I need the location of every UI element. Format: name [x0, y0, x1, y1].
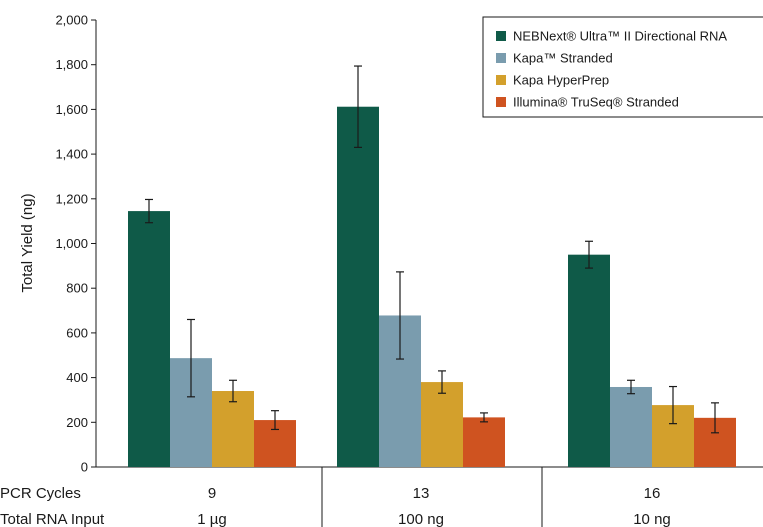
rna-input-label: 1 µg [197, 511, 227, 527]
legend-label: Kapa HyperPrep [513, 73, 609, 88]
x-tick-label: 16 [644, 485, 661, 502]
bar [421, 382, 463, 467]
y-tick-label: 1,200 [55, 191, 88, 206]
legend: NEBNext® Ultra™ II Directional RNA Kapa™ … [482, 16, 763, 118]
bar [212, 391, 254, 467]
bar [568, 254, 610, 467]
y-tick-label: 1,600 [55, 102, 88, 117]
bar [337, 106, 379, 467]
bar [128, 211, 170, 467]
x-tick-label: 9 [208, 485, 216, 502]
legend-label: Kapa™ Stranded [513, 51, 613, 66]
bar [463, 417, 505, 467]
x-tick-label: 13 [413, 485, 430, 502]
y-tick-label: 2,000 [55, 13, 88, 28]
rna-input-label: 10 ng [633, 511, 671, 527]
y-tick-label: 1,400 [55, 147, 88, 162]
legend-box [482, 16, 763, 118]
y-tick-label: 1,800 [55, 57, 88, 72]
y-axis-title: Total Yield (ng) [19, 193, 36, 292]
legend-swatch [496, 75, 506, 85]
y-tick-label: 800 [66, 281, 88, 296]
y-axis: 0 200 400 600 800 1,000 1,200 1,400 1,600 1,800 2,… [55, 13, 763, 475]
bar [610, 386, 652, 467]
legend-label: NEBNext® Ultra™ II Directional RNA [513, 29, 727, 44]
rna-input-label: 100 ng [398, 511, 444, 527]
legend-label: Illumina® TruSeq® Stranded [513, 95, 679, 110]
y-tick-label: 600 [66, 325, 88, 340]
legend-swatch [496, 97, 506, 107]
bar-series-group [128, 65, 736, 467]
row-label-total-rna-input: Total RNA Input [0, 511, 105, 527]
legend-swatch [496, 31, 506, 41]
y-tick-label: 400 [66, 370, 88, 385]
row-label-pcr-cycles: PCR Cycles [0, 485, 81, 502]
y-tick-label: 1,000 [55, 236, 88, 251]
y-tick-label: 0 [81, 460, 88, 475]
legend-swatch [496, 53, 506, 63]
category-table: PCR Cycles Total RNA Input 9 1 µg 13 100 ng 16… [0, 467, 671, 527]
y-tick-label: 200 [66, 415, 88, 430]
